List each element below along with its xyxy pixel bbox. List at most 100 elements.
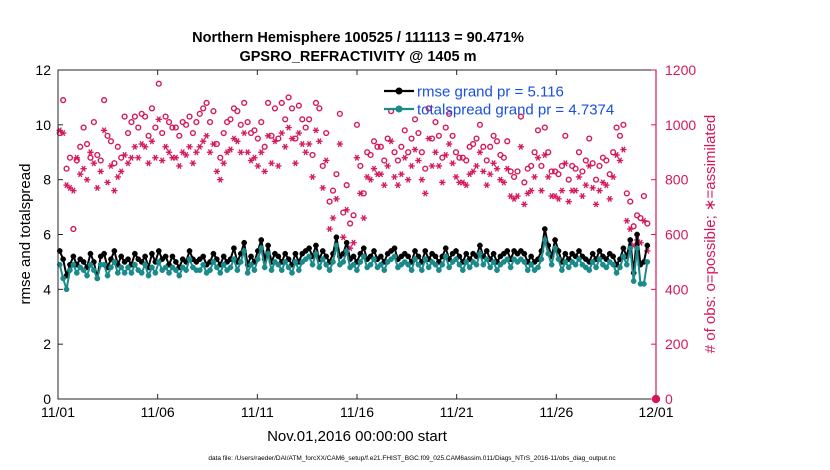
possible-obs-point (616, 132, 624, 139)
totalspread-point (548, 261, 555, 268)
possible-obs-point (63, 165, 70, 172)
x-tick-label: 11/06 (141, 404, 175, 420)
rmse-point (101, 250, 107, 257)
possible-obs-point (469, 140, 477, 148)
possible-obs-point (77, 143, 84, 150)
assimilated-obs-point (350, 239, 357, 246)
totalspread-point (118, 264, 125, 271)
totalspread-point (490, 259, 497, 265)
rmse-point (453, 248, 459, 254)
possible-obs-point (319, 162, 326, 170)
assimilated-obs-point (367, 176, 374, 183)
possible-obs-point (124, 129, 132, 137)
totalspread-point (541, 237, 548, 243)
assimilated-obs-point (428, 162, 436, 170)
possible-obs-point (353, 121, 361, 128)
assimilated-obs-point (527, 187, 535, 194)
assimilated-obs-point (213, 168, 221, 175)
y-axis-label: rmse and totalspread (17, 164, 34, 305)
possible-obs-point (490, 132, 497, 139)
assimilated-obs-point (562, 160, 569, 167)
rmse-point (576, 248, 582, 254)
assimilated-obs-point (124, 160, 132, 167)
rmse-point (210, 250, 217, 257)
assimilated-obs-point (445, 140, 453, 148)
chart-subtitle: GPSRO_REFRACTIVITY @ 1405 m (239, 49, 476, 65)
assimilated-obs-point (504, 165, 511, 172)
totalspread-point (381, 267, 388, 273)
assimilated-obs-point (97, 168, 104, 175)
possible-obs-point (159, 129, 166, 137)
assimilated-obs-point (411, 146, 419, 153)
totalspread-point (422, 256, 429, 263)
totalspread-point (155, 259, 162, 265)
rmse-point (422, 248, 429, 254)
assimilated-obs-point (83, 176, 91, 183)
possible-obs-point (586, 135, 593, 142)
assimilated-obs-point (340, 234, 347, 241)
possible-obs-point (425, 105, 432, 112)
totalspread-point (483, 256, 490, 263)
assimilated-obs-point (579, 193, 586, 200)
totalspread-point (244, 270, 251, 276)
rmse-point (490, 250, 497, 257)
possible-obs-point (531, 149, 538, 156)
totalspread-point (237, 259, 244, 265)
assimilated-obs-point (381, 182, 388, 189)
rmse-point (60, 256, 66, 263)
possible-obs-point (104, 132, 111, 139)
possible-obs-point (528, 162, 535, 170)
totalspread-point (261, 264, 268, 271)
rmse-point (377, 253, 384, 260)
totalspread-point (313, 250, 319, 257)
assimilated-obs-point (275, 162, 282, 170)
rmse-point (350, 253, 357, 260)
x-tick-label: 11/01 (41, 404, 75, 420)
assimilated-obs-point (415, 157, 422, 164)
assimilated-obs-point (155, 116, 162, 123)
assimilated-obs-point (152, 154, 159, 161)
assimilated-obs-point (281, 143, 289, 150)
possible-obs-point (514, 168, 521, 175)
totalspread-point (521, 259, 528, 265)
assimilated-obs-point (114, 173, 121, 181)
possible-obs-point (282, 116, 289, 123)
possible-obs-point (555, 171, 562, 178)
rmse-point (231, 245, 237, 252)
rmse-point (132, 250, 138, 257)
possible-obs-point (196, 110, 203, 117)
x-tick-label: 11/21 (440, 404, 474, 420)
possible-obs-point (422, 165, 429, 172)
possible-obs-point (510, 173, 518, 181)
possible-obs-point (343, 182, 350, 189)
y2-tick-label: 400 (665, 281, 689, 297)
totalspread-point (323, 261, 330, 268)
assimilated-obs-point (398, 171, 405, 178)
totalspread-point (63, 286, 70, 293)
rmse-point (275, 253, 282, 260)
assimilated-obs-point (251, 154, 258, 161)
possible-obs-point (299, 116, 306, 123)
assimilated-obs-point (483, 182, 490, 189)
y-tick-label: 6 (43, 227, 51, 243)
possible-obs-point (456, 154, 463, 161)
possible-obs-point (210, 108, 217, 115)
possible-obs-point (538, 162, 545, 170)
assimilated-obs-point (377, 171, 385, 178)
totalspread-point (84, 272, 90, 279)
possible-obs-point (217, 154, 224, 161)
totalspread-point (466, 264, 473, 271)
assimilated-obs-point (220, 160, 227, 167)
assimilated-obs-point (261, 168, 268, 175)
totalspread-point (231, 256, 237, 263)
y2-tick-label: 0 (665, 391, 673, 407)
possible-obs-point (234, 108, 241, 115)
totalspread-point (371, 256, 377, 263)
totalspread-point (67, 267, 73, 273)
totalspread-point (207, 267, 213, 273)
rmse-point (432, 253, 439, 260)
assimilated-obs-point (606, 195, 613, 202)
assimilated-obs-point (305, 140, 313, 148)
assimilated-obs-point (319, 184, 326, 191)
possible-obs-point (258, 118, 265, 126)
